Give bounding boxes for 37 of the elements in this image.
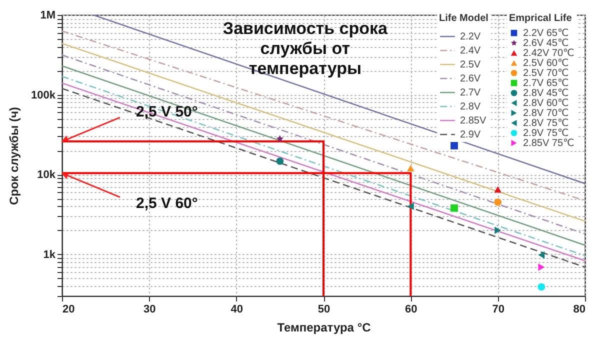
annotation: Emprical Life — [509, 13, 572, 24]
legend-label: 2.42V 70℃ — [523, 48, 574, 59]
x-tick-label: 50 — [318, 304, 330, 316]
legend-label: 2.85V — [460, 116, 486, 126]
legend-label: 2.4V — [460, 46, 481, 56]
x-tick-label: 60 — [405, 304, 418, 316]
legend-label: 2.2V — [460, 32, 481, 42]
legend-label: 2.2V 65℃ — [523, 28, 569, 39]
text: Зависимость срока службы от температуры — [222, 19, 388, 78]
legend-label: 2.8V 60℃ — [523, 98, 569, 109]
legend-label: 2.7V 65℃ — [523, 78, 569, 89]
legend-title: Life Model — [439, 13, 489, 24]
legend-label: 2.8V — [460, 102, 481, 112]
legend-label: 2.8V 70℃ — [523, 108, 569, 119]
x-tick-label: 80 — [573, 304, 586, 316]
legend-label: 2.9V — [460, 130, 481, 140]
x-tick-label: 40 — [230, 304, 243, 316]
legend-label: 2.9V 75℃ — [523, 128, 569, 139]
y-axis-title: Срок службы (ч) — [7, 106, 22, 206]
legend-label: 2.85V 75℃ — [523, 138, 574, 149]
y-tick-label: 1M — [40, 10, 56, 22]
y-tick-label: 10k — [37, 169, 56, 182]
x-tick-label: 70 — [492, 304, 504, 316]
legend-label: 2.7V — [460, 88, 481, 98]
annotation: 2,5 V 60° — [136, 195, 198, 212]
legend-label: 2.8V 45℃ — [523, 88, 569, 99]
y-tick-label: 100k — [31, 89, 56, 102]
legend-label: 2.6V — [460, 74, 481, 84]
legend-label: 2.5V — [460, 60, 481, 70]
x-tick-label: 30 — [144, 304, 156, 316]
legend-label: 2.5V 70℃ — [523, 68, 569, 79]
y-tick-label: 1k — [43, 248, 56, 261]
legend-label: 2.6V 45℃ — [523, 38, 569, 49]
x-axis-title: Температура °C — [277, 320, 372, 334]
x-tick-label: 20 — [62, 304, 75, 316]
legend-label: 2.5V 60℃ — [523, 58, 569, 69]
legend-label: 2.8V 75℃ — [523, 118, 569, 129]
